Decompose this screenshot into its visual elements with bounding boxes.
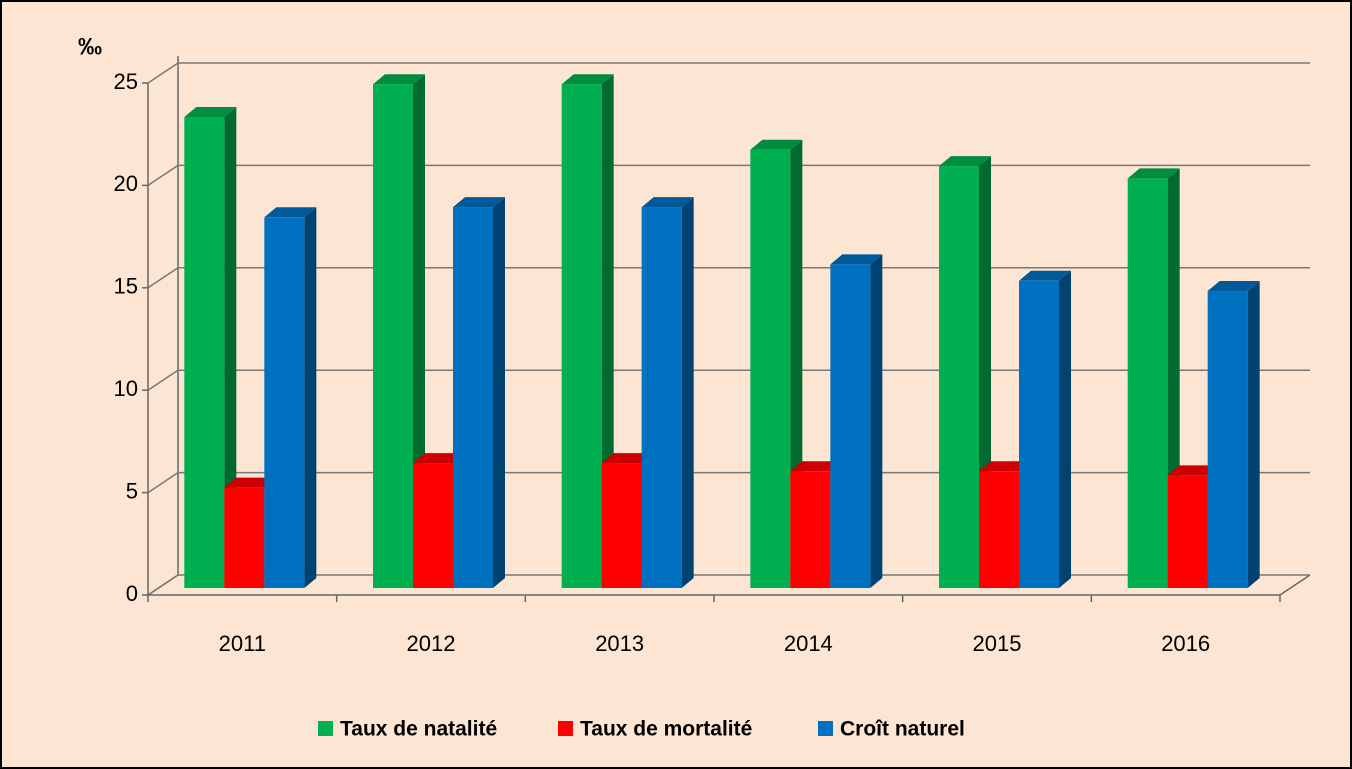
- bar: [373, 84, 413, 588]
- bar: [561, 84, 602, 588]
- x-tick-label: 2016: [1161, 631, 1210, 656]
- legend-label: Croît naturel: [840, 718, 965, 741]
- bar-top: [979, 461, 1031, 472]
- x-tick-label: 2012: [407, 631, 456, 656]
- bar-top: [264, 207, 317, 218]
- bar: [601, 463, 642, 588]
- bar: [1167, 475, 1208, 588]
- bar: [1127, 178, 1168, 588]
- y-tick-label: 10: [114, 376, 138, 401]
- bar-side: [224, 106, 237, 589]
- grid-line: [147, 471, 179, 494]
- bar: [830, 264, 871, 588]
- grid-line: [147, 574, 179, 596]
- bar: [641, 207, 682, 588]
- y-tick-label: 20: [114, 171, 138, 196]
- bar-top: [750, 139, 803, 150]
- y-tick-label: 15: [114, 274, 138, 299]
- grid-line: [147, 267, 179, 289]
- bar-side: [870, 254, 883, 588]
- bar-top: [1019, 270, 1071, 281]
- grid-line: [147, 369, 179, 391]
- bar-top: [939, 156, 991, 167]
- y-tick-label: 0: [126, 581, 138, 606]
- axis-line: [1279, 574, 1311, 596]
- legend-swatch: [318, 721, 333, 736]
- bar-top: [641, 197, 694, 208]
- bar: [413, 463, 453, 588]
- bar-top: [413, 453, 465, 464]
- bar: [453, 207, 493, 588]
- bar: [939, 166, 979, 588]
- bar-top: [453, 197, 505, 208]
- legend-swatch: [558, 721, 573, 736]
- bar: [184, 116, 225, 589]
- bar-side: [493, 197, 505, 588]
- bar: [979, 471, 1019, 588]
- bar-top: [601, 453, 654, 464]
- bar-top: [1127, 168, 1180, 179]
- bar-side: [681, 197, 694, 588]
- bar-side: [1247, 281, 1260, 588]
- bar-top: [1207, 281, 1260, 292]
- x-tick-label: 2013: [595, 631, 644, 656]
- legend-label: Taux de natalité: [340, 718, 497, 741]
- bar: [1207, 291, 1248, 588]
- x-tick-label: 2011: [219, 631, 266, 656]
- bar-top: [561, 74, 614, 85]
- bar-top: [184, 106, 237, 117]
- y-tick-label: 25: [114, 69, 138, 94]
- grid-line: [147, 62, 179, 84]
- y-tick-label: 5: [126, 478, 138, 503]
- bar: [264, 217, 305, 588]
- bar: [1019, 280, 1059, 588]
- bar-top: [790, 461, 843, 472]
- grid-line: [147, 164, 179, 187]
- bar: [750, 149, 791, 588]
- bar-top: [1167, 465, 1220, 476]
- bar: [224, 487, 265, 588]
- bar-side: [1059, 270, 1071, 588]
- x-tick-label: 2014: [784, 631, 833, 656]
- bar-top: [373, 74, 425, 85]
- x-tick-label: 2015: [973, 631, 1022, 656]
- bar-side: [304, 207, 317, 588]
- bar-top: [830, 254, 883, 265]
- y-axis-label: ‰: [78, 33, 102, 60]
- legend-label: Taux de mortalité: [580, 718, 752, 741]
- bar-top: [224, 477, 277, 488]
- legend-swatch: [818, 721, 833, 736]
- bar: [790, 471, 831, 588]
